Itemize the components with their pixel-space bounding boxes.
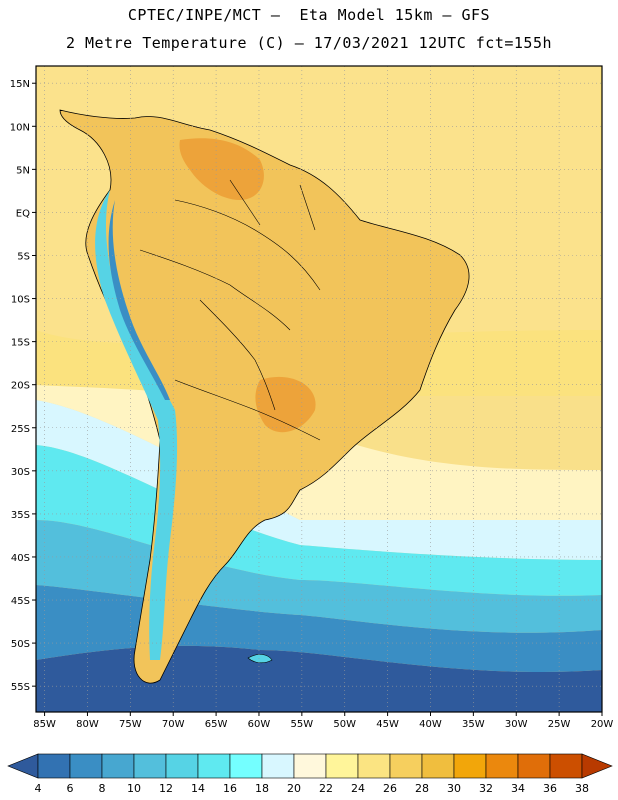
lon-tick-label: 80W [76,719,99,730]
lat-tick-label: 5S [17,251,30,262]
colorbar-label: 32 [479,782,493,795]
lat-tick-label: 20S [11,381,30,392]
map-title-line-1: CPTEC/INPE/MCT – Eta Model 15km – GFS [127,6,491,24]
colorbar-swatch [517,753,551,779]
colorbar-swatch [453,753,487,779]
colorbar-label: 30 [447,782,461,795]
colorbar-label: 22 [319,782,333,795]
colorbar-low-arrow [7,753,39,779]
colorbar: 4 6 8 10 12 14 16 18 20 22 24 26 28 30 32 34 36 38 [7,753,613,795]
lat-tick-label: 55S [11,682,30,693]
lat-tick-label: 5N [16,165,30,176]
lat-tick-label: 35S [11,510,30,521]
colorbar-swatch [69,753,103,779]
colorbar-swatch [197,753,231,779]
colorbar-label: 38 [575,782,589,795]
colorbar-label: 26 [383,782,397,795]
colorbar-label: 12 [159,782,173,795]
temperature-field [36,66,602,712]
lon-tick-label: 35W [462,719,485,730]
colorbar-swatch [165,753,199,779]
lat-tick-label: 50S [11,639,30,650]
lat-tick-label: 10S [11,295,30,306]
lon-tick-label: 30W [505,719,528,730]
lon-tick-label: 55W [291,719,314,730]
colorbar-label: 18 [255,782,269,795]
colorbar-swatch [133,753,167,779]
lat-tick-label: 45S [11,596,30,607]
lat-tick-label: 30S [11,467,30,478]
colorbar-swatch [261,753,295,779]
lat-tick-label: 25S [11,424,30,435]
colorbar-swatch [325,753,359,779]
lat-tick-label: 15N [10,79,30,90]
colorbar-swatch [549,753,583,779]
colorbar-label: 8 [99,782,106,795]
lat-tick-label: 15S [11,338,30,349]
lat-tick-label: EQ [16,208,30,219]
lon-tick-label: 25W [548,719,571,730]
colorbar-swatch [389,753,423,779]
map-frame [35,65,603,713]
colorbar-label: 28 [415,782,429,795]
colorbar-label: 14 [191,782,205,795]
lon-tick-label: 75W [119,719,142,730]
latitude-axis: 15N 10N 5N EQ 5S 10S 15S 20S 25S 30S 35S 40S 45S 50S 5… [10,79,36,693]
lon-tick-label: 20W [591,719,614,730]
colorbar-label: 4 [35,782,42,795]
lon-tick-label: 45W [376,719,399,730]
lon-tick-label: 40W [419,719,442,730]
colorbar-label: 20 [287,782,301,795]
colorbar-swatch [37,753,71,779]
lon-tick-label: 60W [248,719,271,730]
lon-tick-label: 85W [33,719,56,730]
colorbar-label: 16 [223,782,237,795]
lon-tick-label: 65W [205,719,228,730]
colorbar-label: 24 [351,782,365,795]
map-title-line-2: 2 Metre Temperature (C) – 17/03/2021 12U… [65,34,553,52]
colorbar-swatch [101,753,135,779]
colorbar-swatch [485,753,519,779]
colorbar-label: 34 [511,782,525,795]
lat-tick-label: 40S [11,553,30,564]
colorbar-label: 10 [127,782,141,795]
lon-tick-label: 70W [162,719,185,730]
colorbar-swatch [357,753,391,779]
colorbar-high-arrow [581,753,613,779]
colorbar-label: 6 [67,782,74,795]
lon-tick-label: 50W [333,719,356,730]
colorbar-swatch [421,753,455,779]
lat-tick-label: 10N [10,122,30,133]
colorbar-label: 36 [543,782,557,795]
colorbar-swatch [229,753,263,779]
longitude-axis: 85W 80W 75W 70W 65W 60W 55W 50W 45W 40W 35W 30W 25W 2… [33,712,613,730]
colorbar-swatch [293,753,327,779]
